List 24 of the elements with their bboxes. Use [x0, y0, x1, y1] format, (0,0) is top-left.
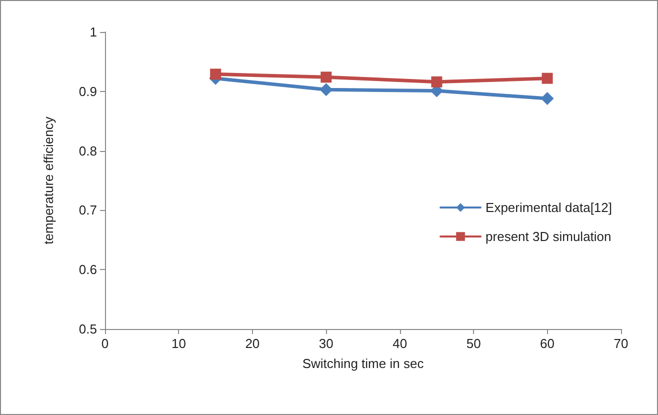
x-tick-label: 30	[318, 336, 334, 351]
point	[540, 92, 554, 106]
x-tick-label: 0	[101, 336, 109, 351]
y-tick-label: 1	[90, 24, 97, 40]
legend-label: Experimental data[12]	[486, 200, 612, 215]
point	[210, 68, 222, 80]
x-tick-label: 50	[466, 336, 481, 351]
y-tick-label: 0.6	[78, 262, 97, 278]
x-tick-label: 40	[392, 336, 408, 351]
x-tick-label: 70	[614, 336, 628, 351]
x-axis-title: Switching time in sec	[302, 356, 424, 371]
y-tick-label: 0.5	[78, 322, 97, 336]
point	[320, 72, 332, 83]
x-tick-label: 20	[245, 336, 260, 351]
point	[320, 83, 333, 96]
x-tick-label: 60	[540, 336, 555, 351]
point	[542, 72, 553, 84]
point	[431, 76, 442, 88]
x-tick-label: 10	[171, 336, 186, 351]
y-tick-label: 0.7	[78, 202, 97, 218]
y-tick-label: 0.8	[78, 143, 97, 158]
legend-label: present 3D simulation	[486, 229, 612, 244]
y-tick-label: 0.9	[78, 84, 97, 99]
y-axis-title: temperature efficiency	[41, 116, 56, 244]
